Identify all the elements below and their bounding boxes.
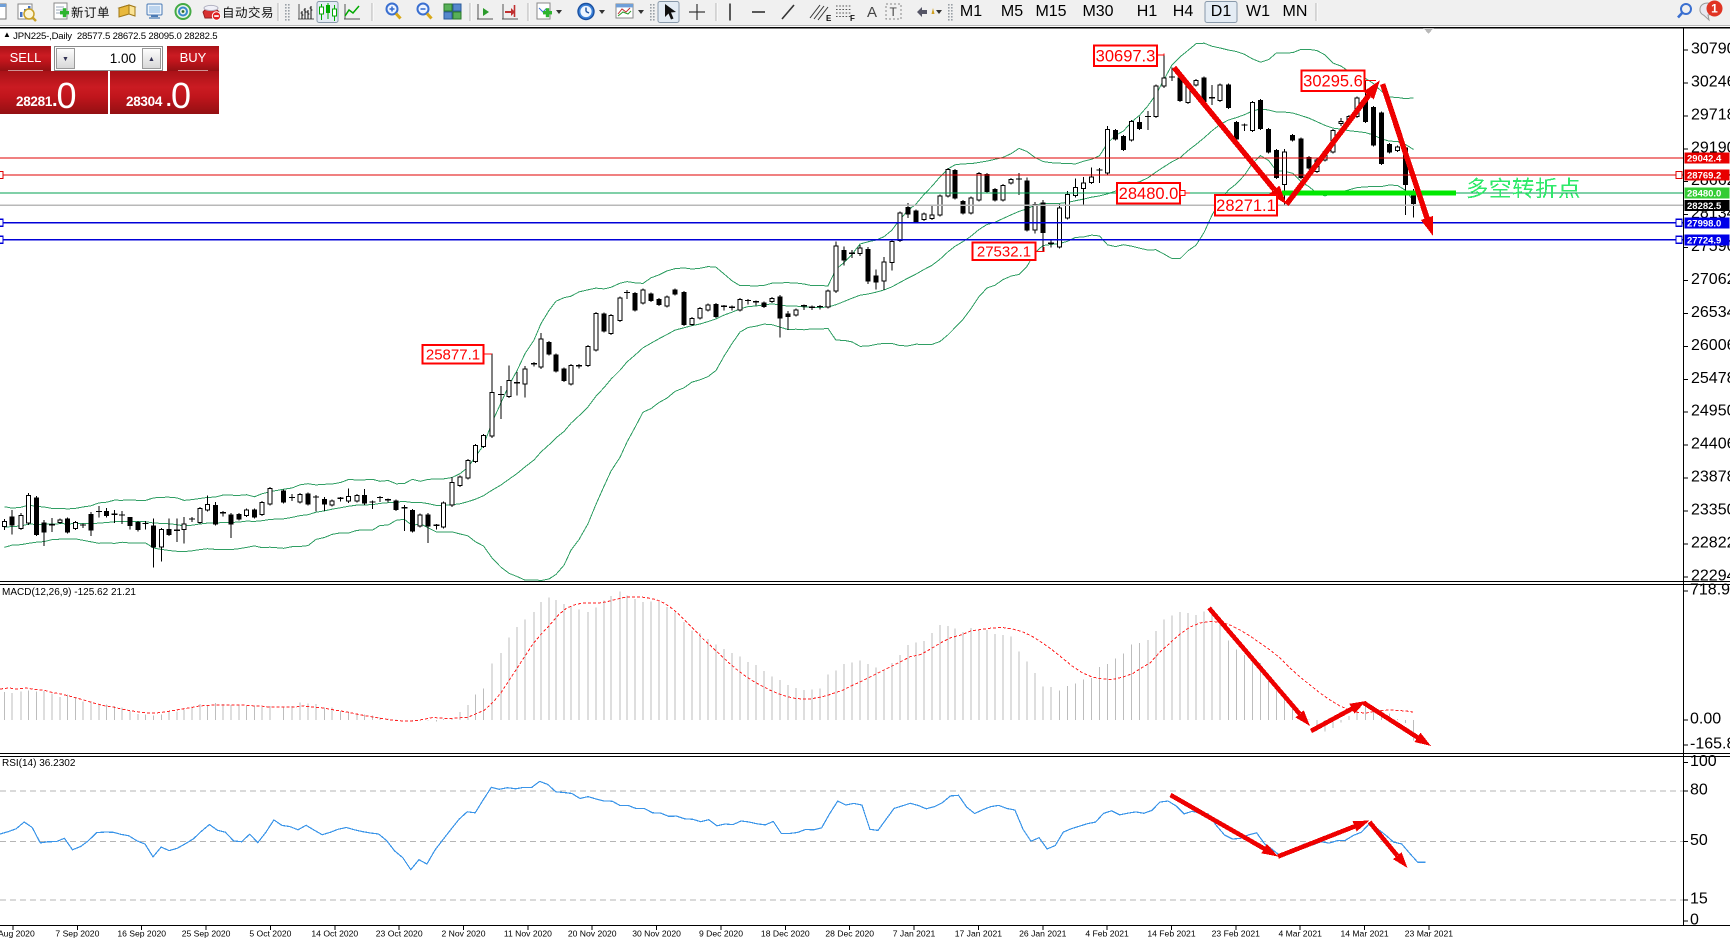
svg-text:26006.0: 26006.0 [1691,337,1730,354]
svg-text:8 Aug 2020: 8 Aug 2020 [0,929,35,939]
svg-text:23878.0: 23878.0 [1691,469,1730,486]
svg-text:-165.83: -165.83 [1690,736,1730,753]
svg-text:28282.5: 28282.5 [1687,201,1722,212]
svg-text:23 Oct 2020: 23 Oct 2020 [376,929,423,939]
svg-text:1: 1 [1711,2,1718,16]
svg-text:25877.1: 25877.1 [426,347,480,364]
svg-text:0.00: 0.00 [1690,710,1721,727]
svg-text:24406.0: 24406.0 [1691,436,1730,453]
svg-text:28271.1: 28271.1 [1216,197,1276,215]
svg-text:25478.0: 25478.0 [1691,370,1730,387]
svg-text:26534.0: 26534.0 [1691,304,1730,321]
svg-text:29042.4: 29042.4 [1687,154,1722,165]
svg-text:4 Feb 2021: 4 Feb 2021 [1085,929,1129,939]
svg-text:7 Sep 2020: 7 Sep 2020 [55,929,99,939]
svg-text:25 Sep 2020: 25 Sep 2020 [182,929,231,939]
svg-text:H1: H1 [1137,3,1158,20]
svg-text:18 Dec 2020: 18 Dec 2020 [761,929,810,939]
svg-text:100: 100 [1690,753,1717,770]
svg-text:22294.0: 22294.0 [1691,567,1730,584]
svg-text:MACD(12,26,9) -125.62 21.21: MACD(12,26,9) -125.62 21.21 [2,587,136,598]
svg-text:RSI(14) 36.2302: RSI(14) 36.2302 [2,758,76,769]
svg-text:14 Oct 2020: 14 Oct 2020 [311,929,358,939]
svg-text:E: E [826,14,832,23]
svg-text:30 Nov 2020: 30 Nov 2020 [632,929,681,939]
svg-text:30246.0: 30246.0 [1691,73,1730,90]
svg-text:30697.3: 30697.3 [1096,48,1156,66]
svg-text:F: F [850,14,855,23]
svg-text:D1: D1 [1211,3,1232,20]
svg-text:M5: M5 [1001,3,1023,20]
svg-text:0: 0 [1690,911,1699,928]
svg-text:H4: H4 [1173,3,1194,20]
svg-text:11 Nov 2020: 11 Nov 2020 [504,929,552,939]
svg-text:16 Sep 2020: 16 Sep 2020 [117,929,166,939]
svg-text:27724.9: 27724.9 [1687,236,1721,247]
svg-text:23 Mar 2021: 23 Mar 2021 [1405,929,1453,939]
svg-text:W1: W1 [1246,3,1270,20]
svg-text:M30: M30 [1082,3,1113,20]
svg-text:24950.0: 24950.0 [1691,403,1730,420]
svg-text:M1: M1 [960,3,982,20]
svg-text:2 Nov 2020: 2 Nov 2020 [442,929,486,939]
svg-text:23350.0: 23350.0 [1691,502,1730,519]
svg-text:27532.1: 27532.1 [977,244,1031,261]
svg-text:50: 50 [1690,832,1708,849]
svg-text:7 Jan 2021: 7 Jan 2021 [893,929,936,939]
svg-text:27998.0: 27998.0 [1687,219,1721,230]
svg-text:28480.0: 28480.0 [1119,185,1179,203]
svg-text:14 Mar 2021: 14 Mar 2021 [1340,929,1388,939]
svg-text:23 Feb 2021: 23 Feb 2021 [1212,929,1260,939]
svg-text:28 Dec 2020: 28 Dec 2020 [825,929,874,939]
svg-text:A: A [867,4,877,21]
svg-text:80: 80 [1690,781,1708,798]
svg-text:30295.6: 30295.6 [1303,73,1363,91]
svg-text:14 Feb 2021: 14 Feb 2021 [1147,929,1195,939]
svg-text:26 Jan 2021: 26 Jan 2021 [1019,929,1067,939]
svg-text:4 Mar 2021: 4 Mar 2021 [1278,929,1322,939]
svg-text:MN: MN [1283,3,1308,20]
svg-text:718.93: 718.93 [1690,582,1730,599]
svg-text:15: 15 [1690,891,1708,908]
svg-text:30790.0: 30790.0 [1691,41,1730,58]
svg-text:5 Oct 2020: 5 Oct 2020 [249,929,291,939]
svg-text:17 Jan 2021: 17 Jan 2021 [955,929,1003,939]
svg-text:T: T [890,5,898,19]
svg-text:20 Nov 2020: 20 Nov 2020 [568,929,617,939]
svg-text:M15: M15 [1035,3,1066,20]
svg-text:29190.0: 29190.0 [1691,139,1730,156]
svg-text:28480.0: 28480.0 [1687,189,1721,200]
svg-text:28769.2: 28769.2 [1687,171,1721,182]
svg-text:9 Dec 2020: 9 Dec 2020 [699,929,743,939]
